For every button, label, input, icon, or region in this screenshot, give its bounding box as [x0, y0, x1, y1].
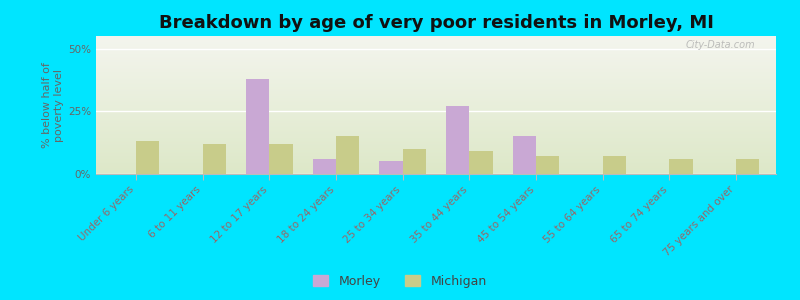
Bar [379, 161, 402, 174]
Bar [602, 156, 626, 174]
Bar [270, 144, 293, 174]
Text: City-Data.com: City-Data.com [686, 40, 755, 50]
Title: Breakdown by age of very poor residents in Morley, MI: Breakdown by age of very poor residents … [158, 14, 714, 32]
Bar [336, 136, 359, 174]
Bar [470, 152, 493, 174]
Y-axis label: % below half of
poverty level: % below half of poverty level [42, 62, 64, 148]
Bar [313, 159, 336, 174]
Bar [402, 149, 426, 174]
Bar [736, 159, 759, 174]
Legend: Morley, Michigan: Morley, Michigan [307, 268, 493, 294]
Bar [136, 141, 159, 174]
Bar [513, 136, 536, 174]
Bar [536, 156, 559, 174]
Bar [246, 79, 270, 174]
Bar [446, 106, 470, 174]
Bar [670, 159, 693, 174]
Bar [202, 144, 226, 174]
